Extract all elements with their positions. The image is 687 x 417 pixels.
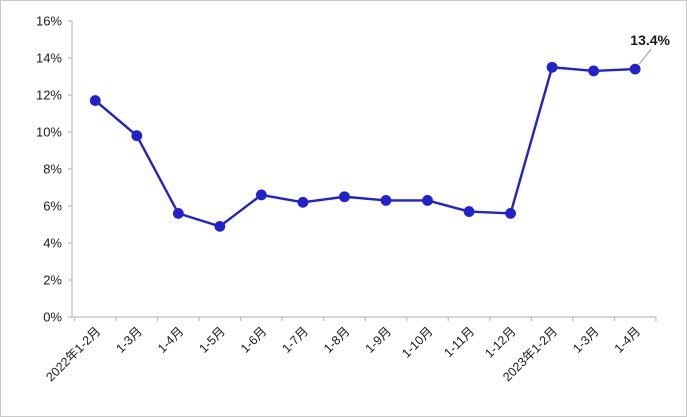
leader-line	[638, 48, 652, 65]
data-point	[505, 208, 516, 219]
data-point	[546, 61, 558, 73]
data-point	[131, 130, 143, 142]
y-tick-label: 6%	[43, 199, 62, 214]
data-point	[380, 195, 392, 206]
y-tick-label: 14%	[36, 51, 62, 66]
y-tick-label: 0%	[43, 310, 62, 325]
x-tick-label: 1-9月	[363, 324, 395, 356]
data-point	[89, 95, 101, 106]
x-tick-label: 1-7月	[280, 324, 312, 356]
data-point	[297, 196, 309, 208]
y-tick-label: 8%	[43, 162, 62, 177]
x-tick-label: 1-4月	[155, 324, 187, 356]
data-point	[214, 220, 226, 232]
data-point	[463, 206, 475, 217]
x-tick-label: 1-6月	[238, 324, 270, 356]
y-tick-label: 2%	[43, 273, 62, 288]
y-tick-label: 16%	[36, 14, 62, 29]
x-tick-label: 1-4月	[612, 324, 644, 356]
x-tick-label: 2022年1-2月	[43, 324, 103, 384]
x-tick-label: 1-5月	[196, 324, 228, 356]
x-tick-label: 1-8月	[321, 324, 353, 356]
data-point	[629, 63, 641, 75]
data-point	[172, 208, 184, 219]
data-point	[339, 191, 350, 203]
x-tick-label: 1-12月	[482, 324, 518, 360]
x-tick-label: 1-10月	[399, 324, 435, 360]
data-label-annotation: 13.4%	[630, 32, 670, 48]
y-tick-label: 12%	[36, 88, 62, 103]
data-point	[255, 189, 267, 201]
x-tick-label: 1-3月	[113, 324, 145, 356]
data-point	[588, 65, 600, 77]
series-line	[94, 66, 637, 228]
y-tick-label: 4%	[43, 236, 62, 251]
x-tick-label: 1-11月	[441, 324, 477, 360]
x-tick-label: 1-3月	[570, 324, 602, 356]
y-tick-label: 10%	[36, 125, 62, 140]
data-point	[422, 195, 433, 206]
